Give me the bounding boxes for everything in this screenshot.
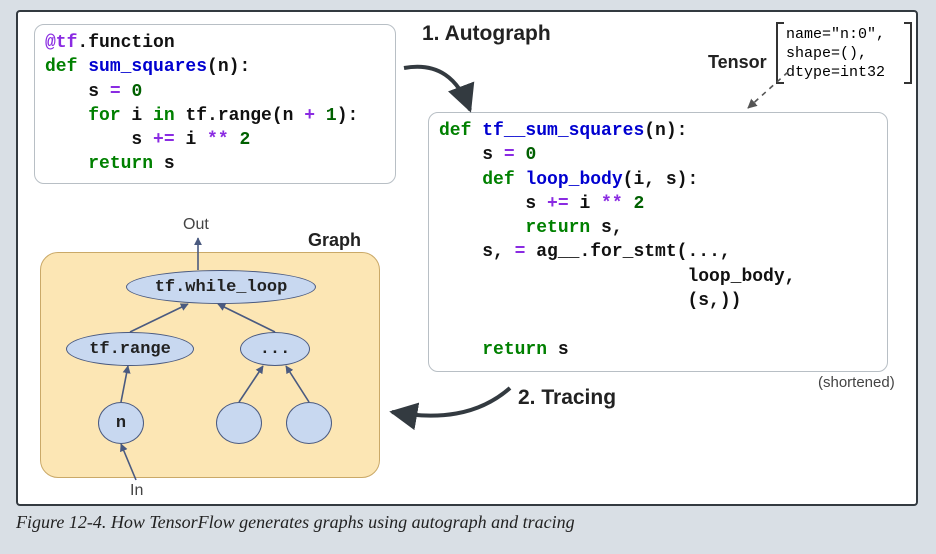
code-token: return [482,340,547,360]
code-token: 0 [131,82,142,102]
graph-label: Graph [308,230,361,251]
code-token: @tf [45,33,77,53]
code-token: def [482,170,525,190]
code-token: 0 [525,145,536,165]
code-token: def [45,57,88,77]
graph-node-dots: ... [240,332,310,366]
figure-frame: @tf.function def sum_squares(n): s = 0 f… [16,10,918,506]
tensor-bracket-right [904,22,912,84]
code-token [45,154,88,174]
code-token: s [153,154,175,174]
code-token: for [88,106,120,126]
code-token: tf.range(n [175,106,305,126]
code-token [315,106,326,126]
code-token: s [439,145,504,165]
out-label: Out [183,216,209,234]
code-token: return [88,154,153,174]
code-token: tf__sum_squares [482,121,644,141]
code-token [439,218,525,238]
code-token: 2 [239,130,250,150]
code-token [439,170,482,190]
code-token: i [175,130,207,150]
code-token: += [153,130,175,150]
code-token [439,340,482,360]
generated-code-box: def tf__sum_squares(n): s = 0 def loop_b… [428,112,888,372]
code-token: = [110,82,121,102]
code-token: + [304,106,315,126]
code-token: s [439,194,547,214]
code-token: = [515,242,526,262]
graph-node-c2 [286,402,332,444]
code-token: ** [207,130,229,150]
code-token: return [525,218,590,238]
code-token: sum_squares [88,57,207,77]
code-token: s, [439,242,515,262]
code-token: s [547,340,569,360]
code-token [515,145,526,165]
graph-node-while: tf.while_loop [126,270,316,304]
code-token: 2 [633,194,644,214]
code-token: def [439,121,482,141]
code-token: i [121,106,153,126]
code-token: = [504,145,515,165]
code-token: ): [337,106,359,126]
code-token: (i, s): [623,170,699,190]
code-token: (n): [207,57,250,77]
tensor-bracket-left [776,22,784,84]
in-label: In [130,482,143,500]
code-token: += [547,194,569,214]
graph-node-range: tf.range [66,332,194,366]
step-autograph-label: 1. Autograph [422,22,551,46]
code-token [623,194,634,214]
tensor-spec-box: name="n:0", shape=(), dtype=int32 [780,22,908,86]
code-token: (s,)) [439,291,741,311]
code-token: in [153,106,175,126]
tensor-label: Tensor [708,52,767,73]
code-token: ** [601,194,623,214]
code-token: loop_body, [439,267,795,287]
step-tracing-label: 2. Tracing [518,386,616,410]
code-token: 1 [326,106,337,126]
graph-node-c1 [216,402,262,444]
code-token: s [45,82,110,102]
code-token [121,82,132,102]
code-token: i [569,194,601,214]
figure-caption: Figure 12-4. How TensorFlow generates gr… [16,512,920,533]
code-token [229,130,240,150]
code-token: .function [77,33,174,53]
graph-node-n: n [98,402,144,444]
source-code-box: @tf.function def sum_squares(n): s = 0 f… [34,24,396,184]
code-token: loop_body [525,170,622,190]
code-token: ag__.for_stmt(..., [525,242,730,262]
code-token: s, [590,218,622,238]
code-token: s [45,130,153,150]
code-token [45,106,88,126]
shortened-label: (shortened) [818,374,895,391]
code-token: (n): [644,121,687,141]
